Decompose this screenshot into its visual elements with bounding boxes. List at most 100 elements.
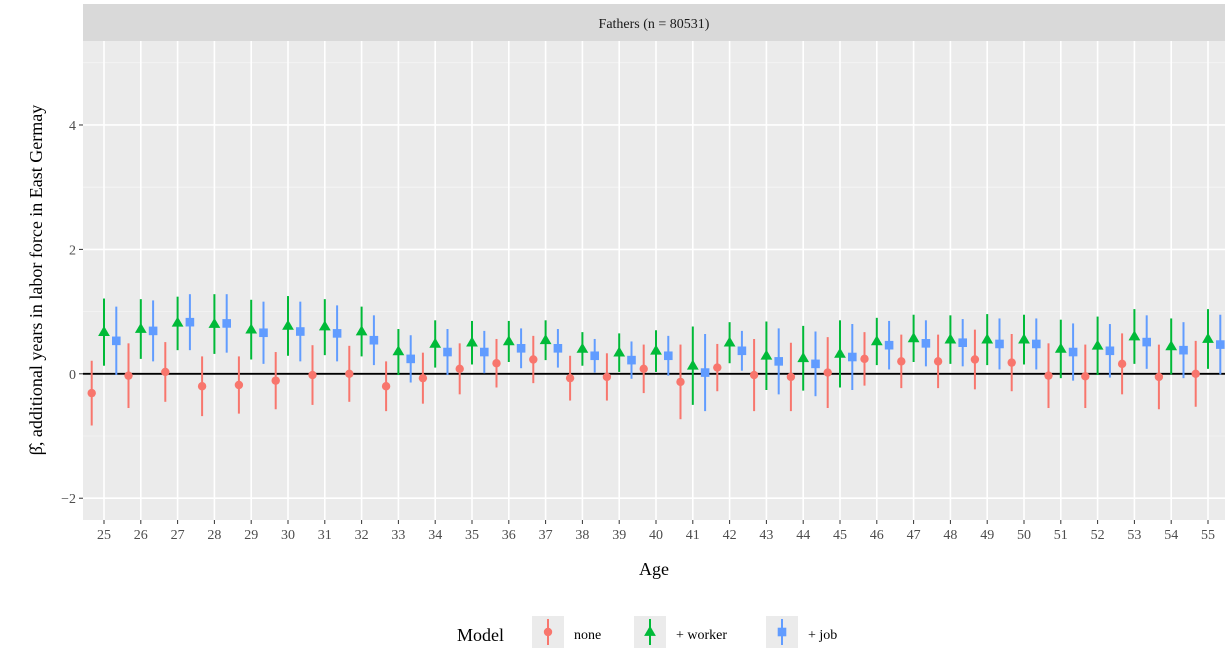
x-tick-label: 54 bbox=[1164, 528, 1178, 543]
point-worker bbox=[134, 322, 147, 333]
point-worker bbox=[981, 333, 994, 344]
x-axis-title: Age bbox=[639, 559, 669, 579]
x-axis-ticks: 25 26 27 28 29 30 31 32 33 34 35 36 37 38 39 40 41 42 43 44… bbox=[97, 520, 1215, 543]
x-tick-label: 45 bbox=[833, 528, 847, 543]
point-job bbox=[627, 355, 636, 365]
point-job bbox=[222, 319, 231, 328]
point-job bbox=[259, 328, 268, 338]
x-tick-label: 37 bbox=[539, 528, 553, 543]
point-worker bbox=[907, 332, 920, 343]
point-none bbox=[492, 359, 501, 368]
x-tick-label: 35 bbox=[465, 528, 479, 543]
point-worker bbox=[1165, 340, 1178, 351]
point-worker bbox=[1091, 339, 1104, 350]
plot-panel bbox=[83, 41, 1225, 520]
legend-title: Model bbox=[457, 625, 504, 645]
x-tick-label: 46 bbox=[870, 528, 884, 543]
minor-gridlines bbox=[83, 62, 1225, 437]
y-tick-label: 0 bbox=[69, 368, 76, 383]
point-job bbox=[516, 344, 526, 353]
x-tick-label: 40 bbox=[649, 528, 663, 543]
point-job bbox=[553, 344, 563, 353]
legend-label-none: none bbox=[574, 628, 601, 643]
x-tick-label: 48 bbox=[943, 528, 957, 543]
point-job bbox=[958, 338, 967, 348]
point-job bbox=[1068, 347, 1078, 357]
point-job bbox=[1032, 339, 1041, 349]
point-none bbox=[749, 370, 759, 380]
point-none bbox=[602, 372, 612, 382]
point-job bbox=[811, 359, 820, 369]
point-worker bbox=[1018, 333, 1030, 344]
point-none bbox=[639, 364, 648, 374]
point-none bbox=[161, 367, 170, 377]
x-tick-label: 49 bbox=[980, 528, 994, 543]
point-worker bbox=[98, 325, 110, 336]
point-job bbox=[737, 346, 747, 356]
point-worker bbox=[1054, 342, 1067, 353]
point-worker bbox=[208, 317, 221, 328]
point-worker bbox=[355, 325, 368, 336]
point-worker bbox=[1128, 330, 1141, 341]
point-none bbox=[1081, 372, 1090, 381]
point-job bbox=[406, 354, 415, 364]
point-job bbox=[1216, 340, 1225, 349]
legend-items: none + worker + job bbox=[532, 616, 837, 648]
legend-key-marker-worker bbox=[644, 625, 656, 636]
point-worker bbox=[539, 334, 552, 345]
point-none bbox=[271, 376, 280, 385]
point-job bbox=[480, 347, 489, 357]
point-worker bbox=[466, 336, 478, 347]
point-job bbox=[112, 336, 121, 346]
x-tick-label: 31 bbox=[318, 528, 332, 543]
x-tick-label: 33 bbox=[391, 528, 405, 543]
x-tick-label: 32 bbox=[355, 528, 369, 543]
x-tick-label: 30 bbox=[281, 528, 295, 543]
y-axis-ticks: −2 0 2 4 bbox=[61, 119, 83, 507]
x-tick-label: 26 bbox=[134, 528, 148, 543]
point-job bbox=[332, 329, 342, 338]
x-tick-label: 27 bbox=[171, 528, 185, 543]
legend-label-worker: + worker bbox=[676, 628, 727, 643]
point-job bbox=[148, 326, 158, 336]
legend: Model none + worker + job bbox=[457, 616, 837, 648]
point-job bbox=[700, 368, 710, 377]
point-worker bbox=[502, 335, 515, 346]
point-none bbox=[786, 372, 796, 382]
point-none bbox=[933, 357, 943, 366]
point-worker bbox=[613, 346, 626, 357]
point-none bbox=[860, 354, 869, 364]
x-tick-label: 29 bbox=[244, 528, 258, 543]
point-none bbox=[1154, 372, 1164, 382]
x-tick-label: 51 bbox=[1054, 528, 1068, 543]
point-job bbox=[774, 357, 783, 366]
data-marks bbox=[87, 294, 1225, 426]
point-none bbox=[1007, 358, 1016, 367]
point-none bbox=[1117, 359, 1127, 369]
point-worker bbox=[797, 352, 810, 363]
point-none bbox=[1044, 371, 1053, 380]
point-worker bbox=[760, 349, 773, 360]
legend-key-marker-none bbox=[543, 627, 553, 637]
legend-label-job: + job bbox=[808, 628, 837, 643]
point-worker bbox=[392, 345, 405, 356]
point-none bbox=[124, 371, 133, 380]
point-worker bbox=[171, 316, 184, 327]
point-worker bbox=[650, 344, 662, 355]
point-none bbox=[1191, 369, 1200, 379]
x-tick-label: 36 bbox=[502, 528, 516, 543]
point-worker bbox=[245, 323, 258, 334]
x-tick-label: 43 bbox=[759, 528, 773, 543]
x-tick-label: 39 bbox=[612, 528, 626, 543]
point-job bbox=[1142, 337, 1151, 347]
point-job bbox=[369, 335, 379, 345]
point-job bbox=[185, 317, 195, 327]
facet-strip bbox=[83, 4, 1225, 41]
point-none bbox=[676, 377, 685, 387]
point-none bbox=[418, 373, 428, 383]
point-none bbox=[197, 382, 207, 391]
point-none bbox=[455, 364, 464, 374]
x-tick-label: 53 bbox=[1127, 528, 1141, 543]
x-tick-label: 28 bbox=[207, 528, 221, 543]
